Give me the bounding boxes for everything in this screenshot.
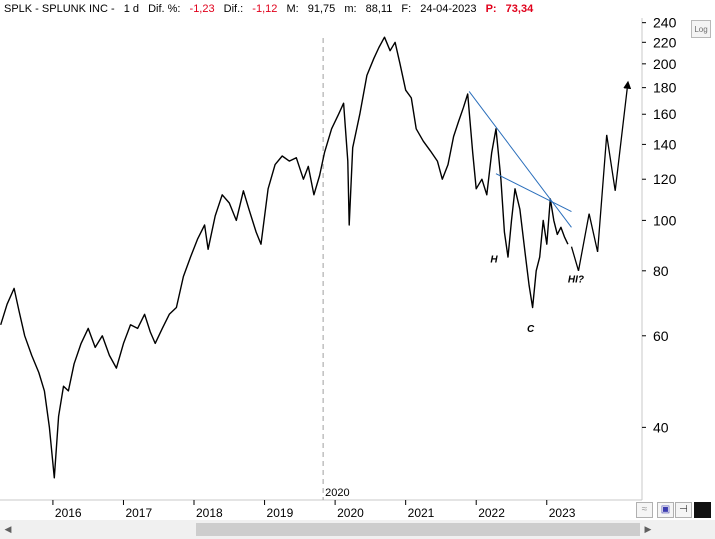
scroll-left-arrow-icon[interactable]: ◀	[4, 524, 12, 534]
annotations: H C HI?	[490, 254, 584, 335]
forecast-path	[570, 80, 632, 271]
annotation-label: C	[527, 324, 535, 335]
date-label: F:	[401, 3, 412, 15]
color-swatch-button[interactable]	[694, 502, 711, 518]
x-tick-label: 2019	[267, 506, 294, 520]
y-tick-label: 120	[653, 171, 677, 187]
crosshair-cursor: 2020	[322, 38, 350, 500]
y-axis: 40 60 80 100 120 140 160 180 200 220 240	[642, 15, 677, 435]
log-scale-toggle[interactable]: Log	[691, 20, 711, 38]
x-axis: 2016 2017 2018 2019 2020 2021 2022 2023	[52, 500, 576, 520]
price-label: P:	[485, 3, 497, 15]
y-tick-label: 220	[653, 34, 677, 50]
y-tick-label: 60	[653, 328, 669, 344]
save-icon[interactable]: ▣	[657, 502, 674, 518]
symbol-label: SPLK - SPLUNK INC -	[4, 3, 115, 15]
scrollbar-thumb[interactable]	[196, 523, 640, 536]
annotation-label: HI?	[568, 274, 584, 285]
x-tick-label: 2017	[125, 506, 152, 520]
x-tick-label: 2016	[55, 506, 82, 520]
y-tick-label: 140	[653, 136, 677, 152]
y-tick-label: 160	[653, 106, 677, 122]
min-value: 88,11	[365, 3, 393, 15]
min-label: m:	[344, 3, 357, 15]
trendline	[468, 91, 572, 228]
x-tick-label: 2022	[478, 506, 505, 520]
forecast-line	[570, 80, 632, 271]
scroll-right-arrow-icon[interactable]: ▶	[644, 524, 652, 534]
x-tick-label: 2020	[337, 506, 364, 520]
dif-pct-value: -1,23	[189, 3, 215, 15]
x-tick-label: 2023	[549, 506, 576, 520]
y-tick-label: 180	[653, 80, 677, 96]
pin-icon[interactable]: ⊣	[675, 502, 692, 518]
dif-label: Dif.:	[223, 3, 244, 15]
x-tick-label: 2018	[196, 506, 223, 520]
y-tick-label: 240	[653, 15, 677, 31]
chart-header: SPLK - SPLUNK INC - 1 d Dif. %: -1,23 Di…	[0, 0, 715, 18]
price-value: 73,34	[505, 3, 534, 15]
max-value: 91,75	[307, 3, 336, 15]
trendline	[495, 173, 572, 212]
cursor-date-label: 2020	[325, 487, 349, 499]
dif-value: -1,12	[252, 3, 278, 15]
price-line	[0, 36, 569, 479]
y-tick-label: 100	[653, 212, 677, 228]
trendlines	[468, 91, 572, 228]
y-tick-label: 80	[653, 263, 669, 279]
date-value: 24-04-2023	[420, 3, 477, 15]
max-label: M:	[286, 3, 299, 15]
annotation-label: H	[490, 254, 498, 265]
y-tick-label: 40	[653, 419, 669, 435]
wave-icon[interactable]: ≈	[636, 502, 653, 518]
price-series	[0, 36, 569, 479]
x-tick-label: 2021	[408, 506, 435, 520]
interval-label: 1 d	[123, 3, 139, 15]
dif-pct-label: Dif. %:	[148, 3, 181, 15]
y-tick-label: 200	[653, 56, 677, 72]
